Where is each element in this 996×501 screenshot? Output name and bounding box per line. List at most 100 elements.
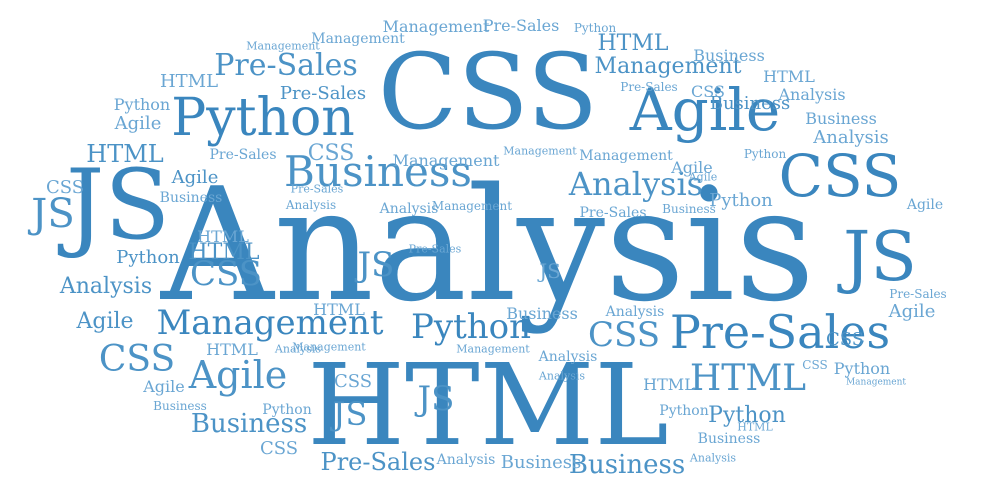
word-analysis: Analysis [274, 342, 322, 356]
word-analysis: Analysis [285, 198, 337, 212]
word-python: Python [113, 95, 171, 114]
word-management: Management [579, 148, 673, 164]
word-analysis: Analysis [379, 201, 439, 217]
word-js: JS [843, 218, 917, 297]
word-analysis: Analysis [689, 451, 737, 465]
word-management: Management [456, 342, 530, 356]
word-html: HTML [737, 420, 773, 434]
word-html: HTML [86, 140, 164, 168]
word-business: Business [693, 46, 765, 65]
word-js: JS [357, 245, 395, 285]
word-python: Python [116, 247, 180, 268]
word-html: HTML [307, 341, 669, 471]
word-agile: Agile [906, 197, 944, 213]
word-agile: Agile [629, 76, 781, 144]
word-business: Business [159, 190, 223, 206]
word-css: CSS [98, 339, 176, 380]
word-analysis: Analysis [436, 452, 496, 468]
word-agile: Agile [143, 377, 185, 396]
word-python: Python [659, 403, 709, 419]
word-pre-sales: Pre-Sales [482, 16, 560, 35]
word-css: CSS [189, 254, 263, 294]
word-python: Python [171, 88, 355, 148]
word-python: Python [743, 147, 787, 161]
word-html: HTML [206, 340, 258, 359]
word-css: CSS [691, 82, 725, 101]
word-pre-sales: Pre-Sales [408, 242, 462, 256]
word-agile: Agile [688, 170, 718, 184]
word-css: CSS [377, 31, 599, 153]
word-python: Python [573, 21, 617, 35]
word-python: Python [709, 190, 773, 211]
word-agile: Agile [114, 113, 162, 134]
word-pre-sales: Pre-Sales [279, 83, 367, 104]
word-css: CSS [45, 177, 85, 198]
word-python: Python [833, 359, 891, 378]
word-js: JS [65, 149, 171, 261]
word-pre-sales: Pre-Sales [889, 287, 947, 301]
word-agile: Agile [671, 158, 713, 177]
word-management: Management [392, 151, 500, 170]
word-agile: Agile [171, 167, 219, 188]
word-management: Management [246, 39, 320, 53]
word-css: CSS [333, 371, 373, 392]
word-business: Business [506, 304, 578, 323]
word-analysis: Analysis [605, 304, 665, 320]
word-html: HTML [188, 240, 260, 265]
word-business: Business [805, 109, 877, 128]
word-management: Management [382, 17, 490, 36]
word-management: Management [292, 340, 366, 354]
word-pre-sales: Pre-Sales [669, 305, 891, 359]
word-analysis: Analysis [160, 154, 816, 336]
word-analysis: Analysis [59, 274, 153, 299]
word-analysis: Analysis [813, 127, 889, 148]
word-pre-sales: Pre-Sales [579, 205, 647, 221]
word-html: HTML [689, 358, 807, 399]
word-pre-sales: Pre-Sales [209, 147, 277, 163]
word-management: Management [503, 144, 577, 158]
word-business: Business [662, 202, 716, 216]
word-html: HTML [313, 300, 365, 319]
word-business: Business [190, 409, 308, 439]
word-html: HTML [597, 31, 669, 56]
word-agile: Agile [188, 353, 288, 397]
word-js: JS [31, 191, 75, 237]
word-css: CSS [802, 358, 828, 372]
word-analysis: Analysis [568, 165, 704, 203]
word-pre-sales: Pre-Sales [620, 80, 678, 94]
word-pre-sales: Pre-Sales [214, 48, 358, 83]
word-js: JS [539, 259, 561, 283]
word-html: HTML [159, 71, 219, 92]
word-pre-sales: Pre-Sales [290, 182, 344, 196]
word-python: Python [410, 307, 532, 347]
word-management: Management [431, 199, 513, 213]
word-css: CSS [825, 329, 865, 350]
word-html: HTML [643, 375, 695, 394]
word-css: CSS [587, 315, 661, 355]
word-business: Business [500, 452, 582, 473]
word-management: Management [311, 31, 405, 47]
word-pre-sales: Pre-Sales [320, 448, 436, 476]
word-js: JS [417, 379, 455, 419]
word-management: Management [594, 54, 742, 79]
word-business: Business [709, 93, 791, 114]
word-analysis: Analysis [778, 85, 846, 104]
word-business: Business [697, 431, 761, 447]
word-agile: Agile [76, 309, 134, 334]
word-python: Python [262, 402, 312, 418]
word-business: Business [284, 147, 472, 196]
word-css: CSS [259, 438, 299, 459]
word-css: CSS [778, 142, 902, 210]
word-business: Business [568, 450, 686, 480]
word-agile: Agile [888, 301, 936, 322]
word-management: Management [156, 303, 384, 343]
word-management: Management [845, 377, 907, 388]
word-js: JS [332, 395, 368, 433]
word-analysis: Analysis [538, 349, 598, 365]
word-html: HTML [763, 67, 815, 86]
word-css: CSS [307, 141, 355, 166]
word-html: HTML [197, 227, 249, 246]
word-business: Business [153, 399, 207, 413]
word-analysis: Analysis [538, 369, 586, 383]
